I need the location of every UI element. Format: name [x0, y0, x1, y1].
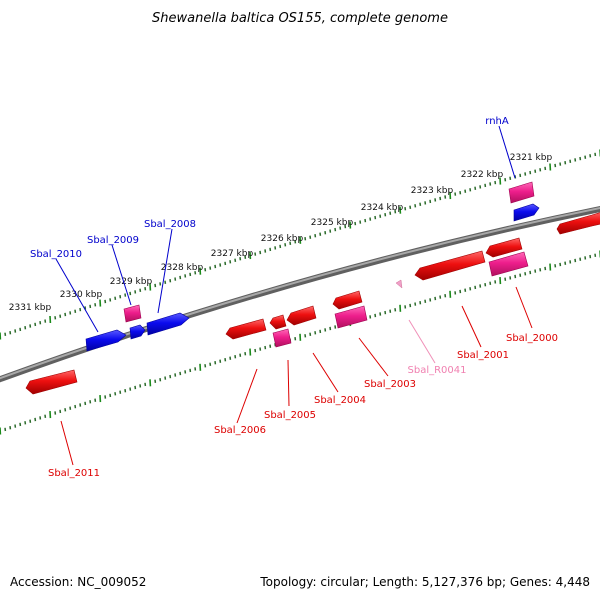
kbp-label: 2321 kbp: [510, 153, 553, 163]
kbp-label: 2326 kbp: [261, 234, 304, 244]
gene-label-Sbal_2011[interactable]: Sbal_2011: [48, 468, 100, 479]
topology-text: Topology: circular; Length: 5,127,376 bp…: [259, 575, 590, 589]
kbp-label: 2322 kbp: [461, 170, 504, 180]
genome-backbone-highlight: [0, 207, 600, 380]
leader-Sbal_2010: [55, 258, 99, 333]
leader-Sbal_2006: [236, 368, 258, 424]
kbp-label: 2325 kbp: [311, 218, 354, 228]
gene-labels: rnhA Sbal_2008 Sbal_2009 Sbal_2010 Sbal_…: [30, 116, 558, 479]
leader-Sbal_2003: [358, 337, 389, 377]
leader-Sbal_2011: [60, 420, 74, 466]
leader-Sbal_2009: [111, 244, 132, 306]
gene-Sbal_2006[interactable]: [225, 318, 267, 340]
leader-Sbal_2008: [157, 228, 173, 314]
gene-Sbal_2010[interactable]: [85, 329, 127, 352]
kbp-label: 2329 kbp: [110, 277, 153, 287]
gene-Sbal_2003[interactable]: [332, 290, 368, 329]
kbp-label: 2331 kbp: [9, 303, 52, 313]
leader-Sbal_2000: [515, 286, 533, 329]
map-title: Shewanella baltica OS155, complete genom…: [152, 11, 448, 26]
gene-Sbal_2004[interactable]: [286, 305, 317, 326]
kbp-labels: 2321 kbp 2322 kbp 2323 kbp 2324 kbp 2325…: [9, 153, 553, 313]
gene-Sbal_2008[interactable]: [146, 312, 190, 336]
gene-label-Sbal_2008[interactable]: Sbal_2008: [144, 219, 196, 230]
reverse-strand-genes: [25, 211, 600, 395]
gene-Sbal_2005[interactable]: [269, 314, 292, 348]
gene-label-Sbal_R0041[interactable]: Sbal_R0041: [408, 365, 467, 376]
kbp-label: 2328 kbp: [161, 263, 204, 273]
gene-label-Sbal_2006[interactable]: Sbal_2006: [214, 425, 266, 436]
gene-label-Sbal_2005[interactable]: Sbal_2005: [264, 410, 316, 421]
gene-label-Sbal_2004[interactable]: Sbal_2004: [314, 395, 366, 406]
gene-label-rnhA[interactable]: rnhA: [485, 116, 509, 127]
gene-label-Sbal_2000[interactable]: Sbal_2000: [506, 333, 558, 344]
gene-rnhA[interactable]: [508, 181, 540, 222]
leader-Sbal_2005: [287, 359, 290, 407]
leader-Sbal_2001: [461, 305, 482, 348]
gene-Sbal_2009[interactable]: [123, 304, 146, 340]
accession-text: Accession: NC_009052: [10, 575, 146, 589]
kbp-label: 2327 kbp: [211, 249, 254, 259]
gene-label-Sbal_2001[interactable]: Sbal_2001: [457, 350, 509, 361]
upper-kbp-track: [0, 149, 600, 340]
kbp-label: 2330 kbp: [60, 290, 103, 300]
leader-Sbal_R0041: [408, 319, 436, 364]
kbp-label: 2323 kbp: [411, 186, 454, 196]
gene-label-Sbal_2003[interactable]: Sbal_2003: [364, 379, 416, 390]
gene-Sbal_2000[interactable]: [488, 251, 529, 277]
gene-Sbal_2000-upper[interactable]: [556, 211, 600, 235]
gene-Sbal_2011[interactable]: [25, 369, 78, 395]
leader-Sbal_2004: [312, 352, 339, 393]
gene-Sbal_2001[interactable]: [414, 237, 523, 281]
gene-label-Sbal_2010[interactable]: Sbal_2010: [30, 249, 82, 260]
leader-rnhA: [498, 125, 516, 179]
forward-strand-genes: [85, 181, 540, 352]
gene-Sbal_R0041[interactable]: [395, 279, 403, 289]
label-leaders: [55, 125, 533, 466]
kbp-label: 2324 kbp: [361, 203, 404, 213]
gene-label-Sbal_2009[interactable]: Sbal_2009: [87, 235, 139, 246]
